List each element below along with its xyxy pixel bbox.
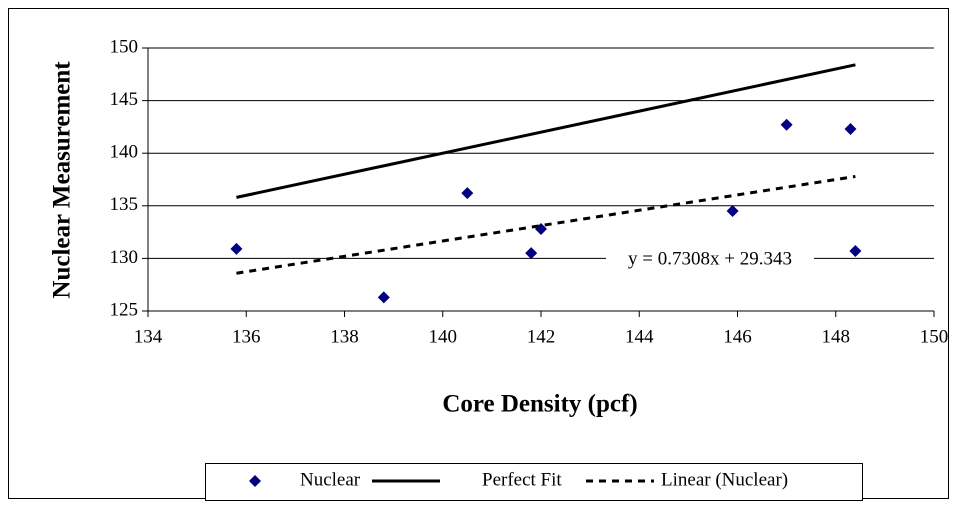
- data-point: [849, 245, 862, 258]
- x-tick-label: 138: [330, 326, 359, 347]
- y-tick-label: 150: [110, 36, 139, 57]
- legend-box: [205, 463, 863, 501]
- x-tick-label: 144: [625, 326, 654, 347]
- data-point: [780, 118, 793, 131]
- x-tick-label: 148: [822, 326, 851, 347]
- data-point: [377, 291, 390, 304]
- data-point: [726, 205, 739, 218]
- x-tick-label: 134: [134, 326, 163, 347]
- data-point: [844, 123, 857, 136]
- y-tick-label: 135: [110, 194, 139, 215]
- annotation-bg: [606, 249, 814, 271]
- data-point: [461, 187, 474, 200]
- data-point: [230, 242, 243, 255]
- legend-label: Linear (Nuclear): [661, 469, 788, 490]
- x-tick-label: 142: [527, 326, 556, 347]
- y-tick-label: 145: [110, 89, 139, 110]
- trend-line: [236, 174, 856, 275]
- x-tick-label: 136: [232, 326, 261, 347]
- x-tick-label: 150: [920, 326, 949, 347]
- x-tick-label: 146: [723, 326, 752, 347]
- y-axis-title: Nuclear Measurement: [49, 61, 76, 299]
- y-tick-label: 130: [110, 247, 139, 268]
- y-tick-label: 125: [110, 299, 139, 320]
- annotation: y = 0.7308x + 29.343: [628, 248, 792, 269]
- x-tick-label: 140: [429, 326, 458, 347]
- legend-label: Perfect Fit: [482, 469, 562, 490]
- legend-label: Nuclear: [300, 469, 361, 490]
- x-axis-title: Core Density (pcf): [442, 391, 637, 418]
- legend-marker: [249, 475, 261, 487]
- y-tick-label: 140: [110, 142, 139, 163]
- data-point: [525, 247, 538, 260]
- fit-line: [236, 63, 856, 199]
